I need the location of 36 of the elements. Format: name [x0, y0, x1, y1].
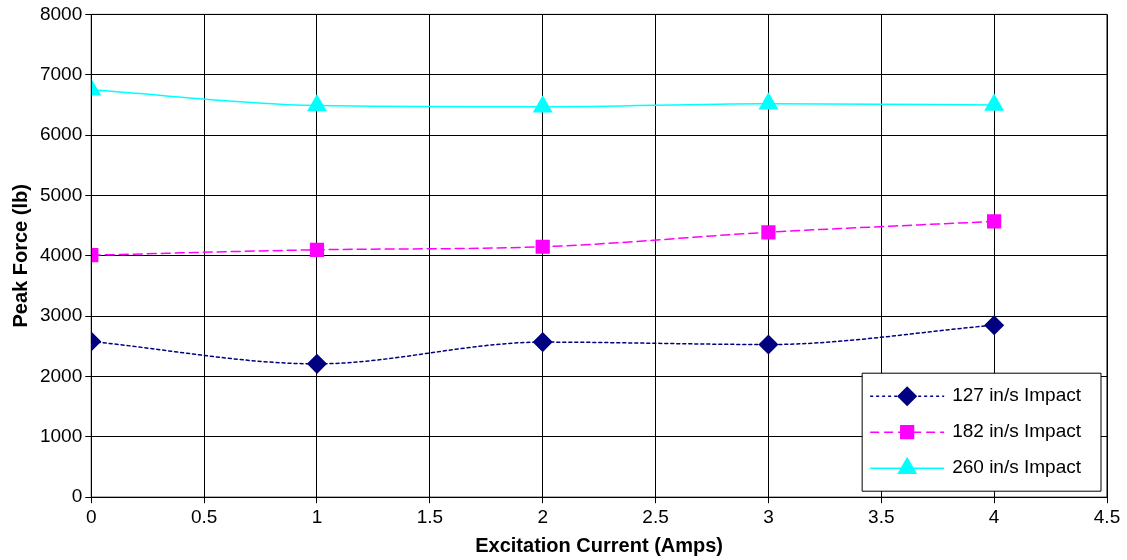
y-tick-label: 2000: [39, 364, 83, 386]
point: [533, 95, 553, 113]
y-tick-label: 1000: [39, 425, 83, 447]
x-tick-label: 1: [311, 505, 323, 527]
y-tick-label: 6000: [39, 123, 83, 145]
y-tick-label: 5000: [39, 183, 83, 205]
y-axis-title: Peak Force (lb): [8, 184, 31, 328]
point: [984, 315, 1004, 335]
x-tick-label: 2.5: [642, 505, 669, 527]
legend-label: 182 in/s Impact: [952, 420, 1082, 442]
y-tick-label: 8000: [39, 2, 83, 24]
x-tick-label: 2: [537, 505, 548, 527]
legend-label: 260 in/s Impact: [952, 456, 1082, 478]
point: [307, 94, 327, 112]
point: [309, 242, 325, 257]
point: [987, 214, 1002, 229]
point: [759, 92, 778, 110]
x-tick-label: 1.5: [416, 505, 444, 527]
y-tick-label: 0: [71, 485, 83, 507]
x-tick-label: 3.5: [868, 505, 895, 527]
y-tick-label: 7000: [39, 62, 83, 84]
legend-label: 127 in/s Impact: [952, 384, 1082, 406]
point: [984, 94, 1004, 111]
x-tick-label: 3: [763, 505, 774, 527]
x-tick-label: 0.5: [190, 505, 218, 527]
y-tick-label: 3000: [39, 304, 83, 326]
x-tick-label: 4: [988, 505, 1000, 527]
point: [532, 332, 553, 352]
point: [535, 239, 550, 254]
x-tick-label: 0: [85, 505, 97, 527]
point: [307, 354, 327, 374]
point: [761, 225, 776, 240]
x-tick-label: 4.5: [1093, 505, 1121, 527]
point: [758, 334, 779, 355]
x-axis-title: Excitation Current (Amps): [475, 533, 724, 556]
y-tick-label: 4000: [39, 244, 83, 266]
